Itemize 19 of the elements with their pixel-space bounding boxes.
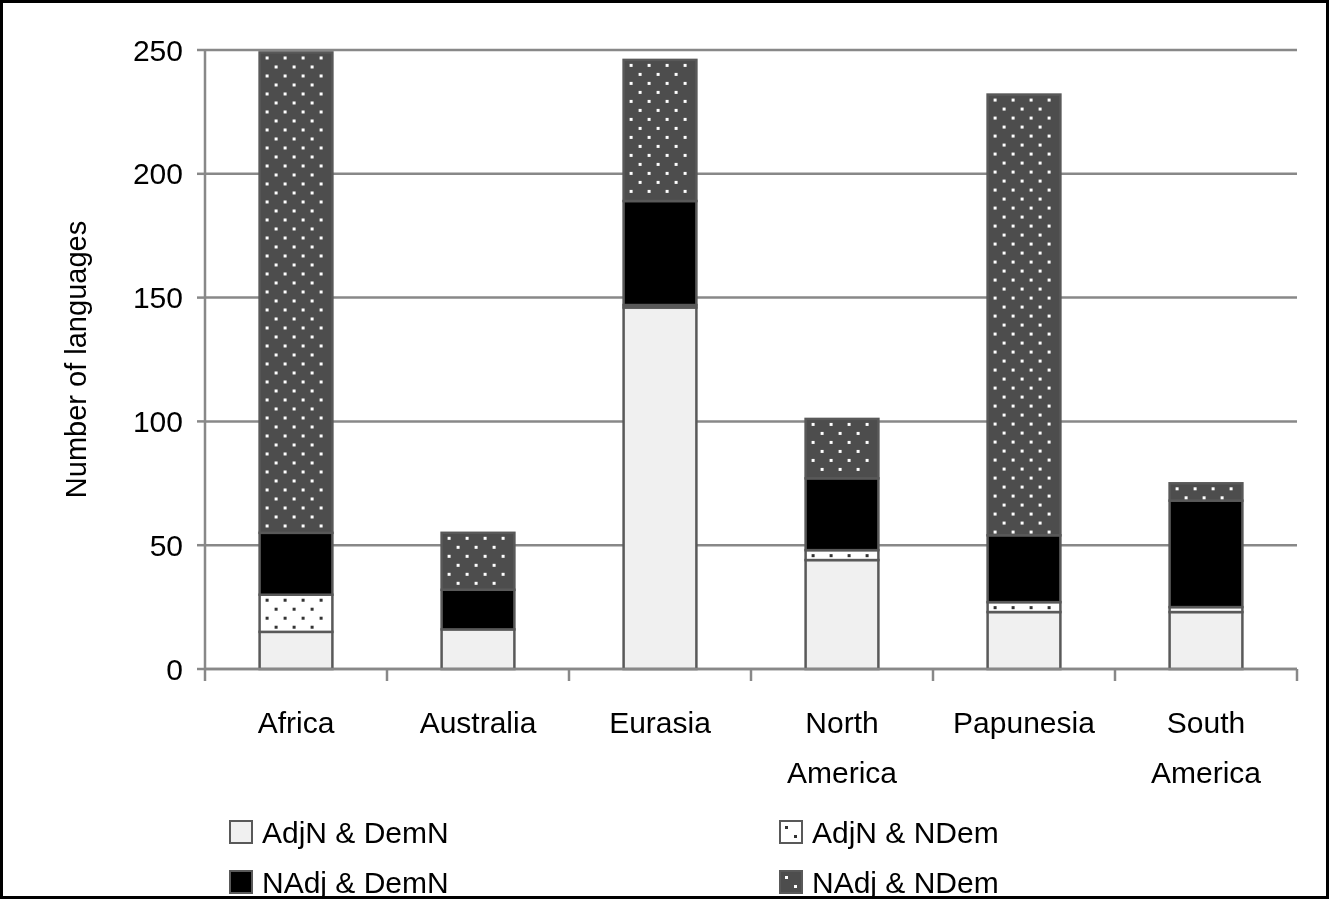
y-tick-label: 100 bbox=[132, 404, 183, 438]
legend-label: AdjN & DemN bbox=[262, 815, 449, 849]
legend-label: NAdj & DemN bbox=[262, 865, 449, 899]
legend-label: AdjN & NDem bbox=[812, 815, 999, 849]
bar bbox=[622, 306, 698, 671]
x-tick-label: Papunesia bbox=[953, 706, 1096, 739]
bar bbox=[1168, 610, 1244, 671]
y-axis-title: Number of languages bbox=[60, 220, 92, 499]
y-tick-label: 250 bbox=[132, 33, 183, 67]
x-tick-label: Eurasia bbox=[609, 706, 712, 739]
x-tick-label: South America bbox=[1150, 706, 1262, 789]
x-tick-label: Africa bbox=[257, 706, 335, 739]
y-tick-label: 150 bbox=[132, 281, 183, 315]
y-tick-label: 50 bbox=[149, 528, 183, 562]
y-tick-label: 0 bbox=[166, 652, 183, 686]
x-tick-label: Australia bbox=[419, 706, 537, 739]
legend-label: NAdj & NDem bbox=[812, 865, 999, 899]
y-tick-label: 200 bbox=[132, 157, 183, 191]
x-tick-label: North America bbox=[786, 706, 898, 789]
